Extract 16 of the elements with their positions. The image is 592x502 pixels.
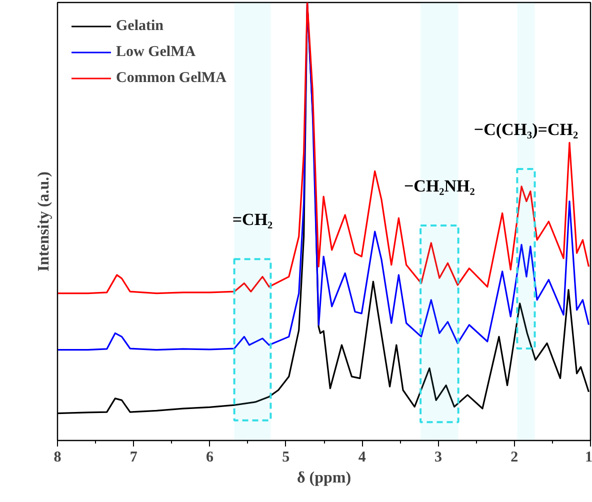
x-tick-label: 8: [54, 450, 62, 466]
legend-label: Gelatin: [116, 18, 164, 34]
legend-label: Low GelMA: [116, 44, 196, 60]
x-tick-label: 4: [358, 450, 366, 466]
band-label: −C(CH₃)=CH₂: [474, 120, 578, 139]
band-label: =CH₂: [232, 210, 273, 230]
band-label: −CH₂NH₂: [404, 176, 475, 196]
x-tick-label: 6: [206, 450, 214, 466]
x-tick-label: 1: [585, 450, 592, 466]
x-tick-label: 7: [130, 450, 138, 466]
x-tick-label: 2: [510, 450, 518, 466]
x-axis-title: δ (ppm): [296, 470, 352, 486]
x-tick-label: 3: [434, 450, 442, 466]
y-axis-title: Intensity (a.u.): [36, 171, 52, 272]
x-tick-label: 5: [282, 450, 290, 466]
legend-label: Common GelMA: [116, 70, 226, 86]
